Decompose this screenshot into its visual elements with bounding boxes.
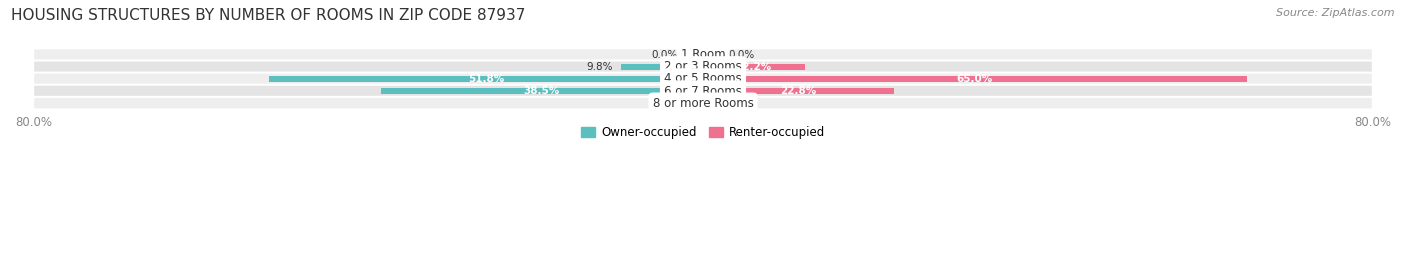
Text: 9.8%: 9.8% [586,62,613,72]
Bar [381,88,703,94]
Bar [703,64,806,70]
Bar [703,76,1247,82]
Bar [621,64,703,70]
Text: 4 or 5 Rooms: 4 or 5 Rooms [664,72,742,85]
Text: 0.0%: 0.0% [728,98,755,108]
Legend: Owner-occupied, Renter-occupied: Owner-occupied, Renter-occupied [576,121,830,144]
FancyBboxPatch shape [34,97,1372,109]
Text: 12.2%: 12.2% [735,62,772,72]
FancyBboxPatch shape [34,73,1372,85]
Text: 0.0%: 0.0% [651,98,678,108]
Text: 65.0%: 65.0% [957,74,993,84]
Text: 2 or 3 Rooms: 2 or 3 Rooms [664,60,742,73]
FancyBboxPatch shape [34,60,1372,73]
Bar [270,76,703,82]
Text: 8 or more Rooms: 8 or more Rooms [652,97,754,110]
Text: Source: ZipAtlas.com: Source: ZipAtlas.com [1277,8,1395,18]
Text: 38.5%: 38.5% [524,86,560,96]
Text: 0.0%: 0.0% [651,50,678,60]
Text: 6 or 7 Rooms: 6 or 7 Rooms [664,85,742,97]
FancyBboxPatch shape [34,48,1372,61]
FancyBboxPatch shape [34,85,1372,97]
Text: 1 Room: 1 Room [681,48,725,61]
Text: 0.0%: 0.0% [728,50,755,60]
Bar [703,88,894,94]
Text: 22.8%: 22.8% [780,86,817,96]
Text: HOUSING STRUCTURES BY NUMBER OF ROOMS IN ZIP CODE 87937: HOUSING STRUCTURES BY NUMBER OF ROOMS IN… [11,8,526,23]
Text: 51.8%: 51.8% [468,74,505,84]
